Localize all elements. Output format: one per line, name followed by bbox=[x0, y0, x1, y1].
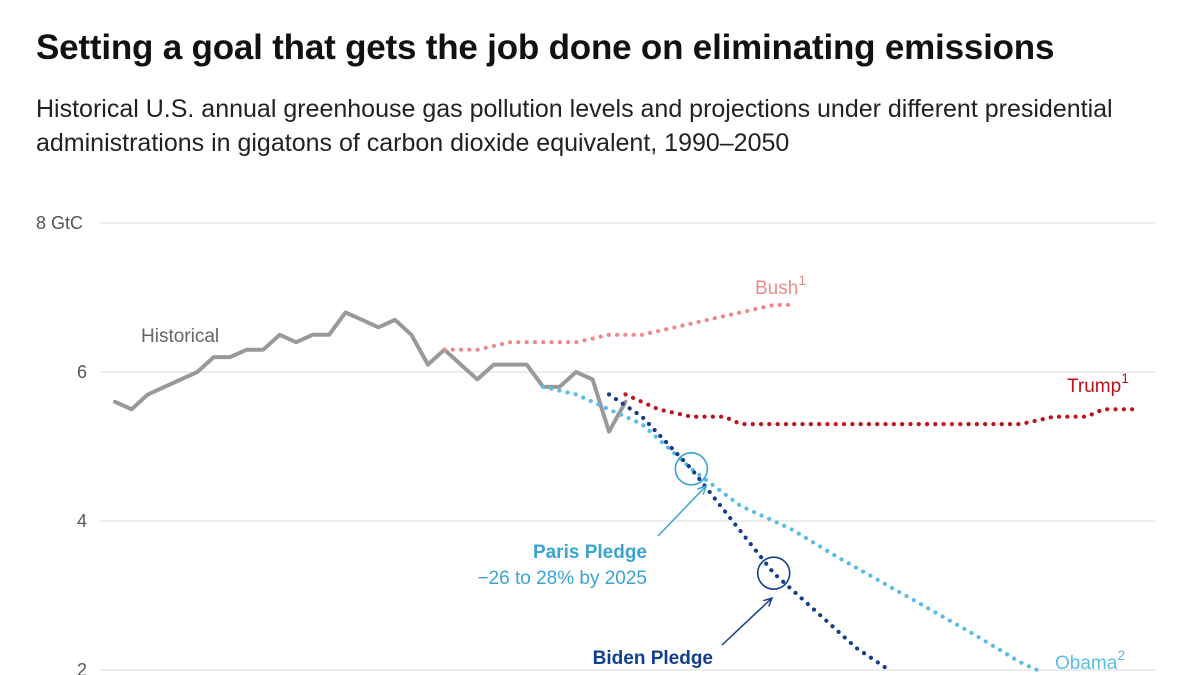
chart-title: Setting a goal that gets the job done on… bbox=[36, 28, 1055, 67]
gridlines: 8 GtC 6 4 2 bbox=[36, 213, 1155, 675]
series-footnote-mark: 1 bbox=[798, 272, 806, 288]
annotation-arrowhead bbox=[697, 484, 708, 495]
series-label-historical: Historical bbox=[141, 326, 219, 347]
annotation-title: Biden Pledge bbox=[593, 648, 713, 669]
series-line-bush bbox=[442, 302, 793, 352]
annotation-title: Paris Pledge bbox=[533, 542, 647, 563]
series-footnote-mark: 1 bbox=[1121, 370, 1129, 386]
series-name: Bush bbox=[755, 278, 798, 299]
annotation-arrow bbox=[657, 485, 707, 537]
series-line-obama bbox=[541, 384, 1040, 673]
series-label-bush: Bush1 bbox=[755, 272, 806, 299]
series-footnote-mark: 2 bbox=[1117, 647, 1125, 663]
y-tick-label: 2 bbox=[77, 660, 87, 675]
annotations: Paris Pledge −26 to 28% by 2025 Biden Pled… bbox=[477, 452, 791, 669]
series-line-trump bbox=[623, 392, 1139, 427]
series-line-biden-pledge bbox=[606, 392, 892, 673]
y-tick-label: 6 bbox=[77, 362, 87, 382]
series-name: Historical bbox=[141, 326, 219, 347]
series-name: Obama bbox=[1055, 653, 1118, 674]
annotation-arrow bbox=[721, 597, 773, 646]
y-tick-label: 4 bbox=[77, 511, 87, 531]
series-label-obama: Obama2 bbox=[1055, 647, 1125, 674]
annotation-circle bbox=[756, 556, 791, 590]
chart-subtitle: Historical U.S. annual greenhouse gas po… bbox=[36, 95, 1113, 157]
series-lines bbox=[113, 302, 1139, 673]
y-tick-label: 8 GtC bbox=[36, 213, 83, 233]
annotation-text: −26 to 28% by 2025 bbox=[477, 568, 647, 589]
annotation-arrowhead bbox=[763, 596, 774, 607]
annotation-circle bbox=[674, 452, 709, 486]
series-name: Trump bbox=[1067, 376, 1121, 397]
series-label-trump: Trump1 bbox=[1067, 370, 1129, 397]
series-line-historical bbox=[113, 310, 628, 434]
